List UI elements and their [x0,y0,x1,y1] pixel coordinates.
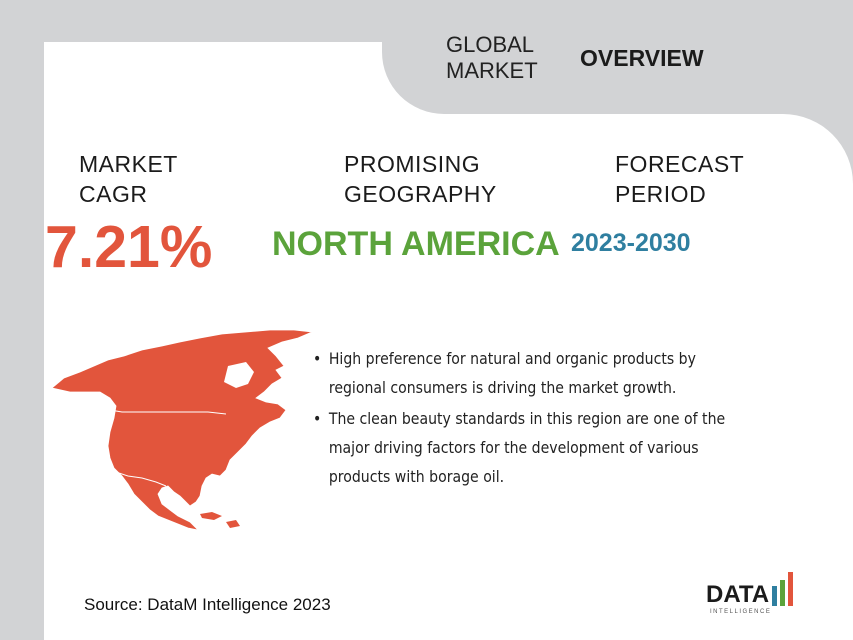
geography-label-line-1: PROMISING [344,151,481,177]
header-overview: OVERVIEW [580,45,704,71]
bullet-icon: • [313,409,322,428]
svg-text:DATA: DATA [706,581,769,608]
header-line-1: GLOBAL [446,32,535,57]
source-text: Source: DataM Intelligence 2023 [84,595,331,614]
period-label: FORECAST PERIOD [615,149,744,209]
datam-logo-icon: DATA INTELLIGENCE [706,572,793,615]
overview-card [44,42,853,640]
svg-text:INTELLIGENCE: INTELLIGENCE [710,609,771,615]
bullet-icon: • [313,349,322,368]
period-label-line-2: PERIOD [615,181,707,207]
cagr-label: MARKET CAGR [79,149,178,209]
bullet-text: High preference for natural and organic … [328,349,696,397]
period-value: 2023-2030 [571,229,691,257]
header-global-market: GLOBAL MARKET [446,32,538,84]
geography-value: NORTH AMERICA [272,225,560,263]
header-line-2: MARKET [446,58,538,83]
period-label-line-1: FORECAST [615,151,745,177]
list-item: • The clean beauty standards in this reg… [313,404,727,491]
header-tab [382,0,853,114]
north-america-map-icon [51,329,314,531]
cagr-label-line-2: CAGR [79,181,148,207]
geography-label-line-2: GEOGRAPHY [344,181,497,207]
list-item: • High preference for natural and organi… [313,344,727,402]
cagr-label-line-1: MARKET [79,151,178,177]
geography-label: PROMISING GEOGRAPHY [344,149,497,209]
bullet-list: • High preference for natural and organi… [313,344,727,493]
cagr-value: 7.21% [45,214,213,280]
bullet-text: The clean beauty standards in this regio… [328,409,726,486]
